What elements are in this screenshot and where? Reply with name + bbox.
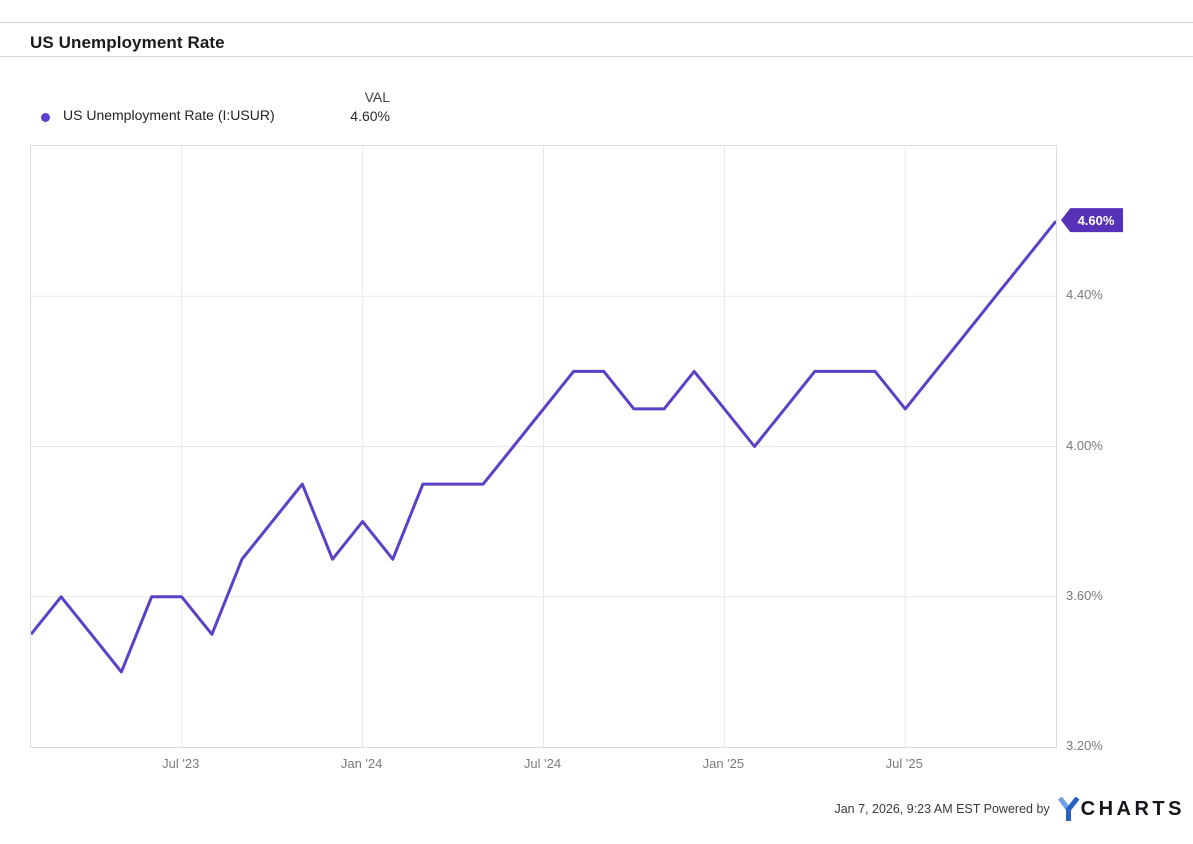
y-tick-label: 3.60% xyxy=(1066,587,1103,603)
y-tick-label: 4.40% xyxy=(1066,287,1103,303)
top-divider xyxy=(0,22,1193,23)
y-tick-label: 3.20% xyxy=(1066,738,1103,753)
legend-val-value: 4.60% xyxy=(350,108,390,124)
x-tick-label: Jan '25 xyxy=(702,756,745,771)
chart-plot-area[interactable] xyxy=(30,145,1057,748)
page-title: US Unemployment Rate xyxy=(30,33,225,52)
legend-series-label[interactable]: US Unemployment Rate (I:USUR) xyxy=(63,107,275,123)
last-value-badge[interactable]: 4.60% xyxy=(1061,208,1123,233)
x-tick-label: Jan '24 xyxy=(340,756,383,771)
x-tick-label: Jul '24 xyxy=(523,756,562,771)
ycharts-y-icon xyxy=(1057,797,1080,821)
footer-timestamp: Jan 7, 2026, 9:23 AM EST Powered by xyxy=(834,802,1050,816)
footer: Jan 7, 2026, 9:23 AM EST Powered by CHAR… xyxy=(834,794,1185,824)
ycharts-logo[interactable]: CHARTS xyxy=(1057,797,1185,821)
chart-canvas xyxy=(31,146,1056,747)
legend-val-header: VAL xyxy=(364,89,390,105)
legend-series-dot-icon xyxy=(41,113,50,122)
x-tick-label: Jul '23 xyxy=(162,756,200,771)
title-divider xyxy=(0,56,1193,57)
x-tick-label: Jul '25 xyxy=(885,756,923,771)
ycharts-logo-text: CHARTS xyxy=(1080,797,1185,820)
y-tick-label: 4.00% xyxy=(1066,437,1103,453)
